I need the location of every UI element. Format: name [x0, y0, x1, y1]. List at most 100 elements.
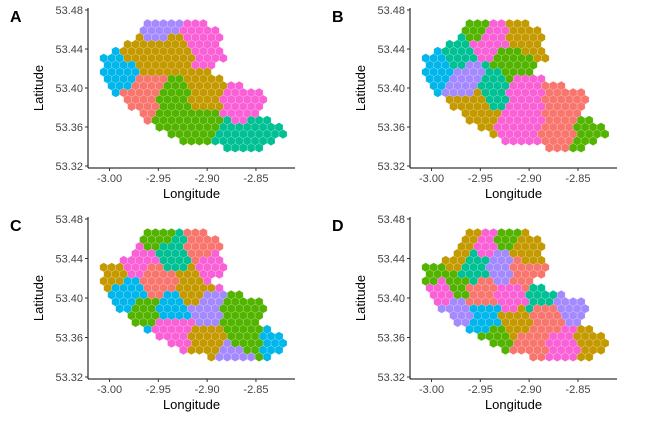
hex-cell — [223, 352, 232, 362]
hex-cell — [238, 143, 248, 153]
x-tick: -2.90 — [517, 379, 542, 396]
map-panel-a: A 53.32 53.36 53.40 53.44 53.48 -3.00 -2… — [10, 5, 295, 201]
x-tick: -2.90 — [195, 168, 220, 185]
x-tick: -2.95 — [468, 379, 493, 396]
x-tick-label: -2.95 — [468, 173, 493, 185]
hex-cell — [266, 136, 276, 146]
x-tick: -2.85 — [243, 379, 268, 396]
hexbin-region-cells — [421, 18, 610, 153]
hex-cell — [552, 352, 562, 362]
y-tick: 53.44 — [377, 44, 410, 56]
hex-cell — [143, 324, 152, 335]
x-axis-title: Longitude — [163, 186, 220, 201]
x-tick-label: -2.95 — [146, 384, 171, 396]
hex-cell — [537, 269, 546, 280]
hex-cell — [195, 136, 204, 146]
x-tick-label: -2.90 — [517, 384, 542, 396]
x-axis-title: Longitude — [485, 186, 542, 201]
hex-cell — [211, 136, 220, 146]
x-tick: -2.85 — [565, 379, 590, 396]
hex-cell — [501, 136, 510, 146]
panel-label: B — [332, 9, 344, 26]
x-tick: -3.00 — [419, 379, 444, 396]
hex-cell — [230, 143, 240, 153]
y-tick-label: 53.44 — [55, 44, 83, 56]
hex-cell — [477, 122, 486, 133]
y-tick: 53.44 — [55, 44, 88, 56]
hex-cell — [449, 101, 458, 112]
hex-cell — [167, 338, 176, 349]
x-tick-label: -2.90 — [195, 173, 220, 185]
hex-cell — [143, 115, 152, 126]
y-ticks: 53.32 53.36 53.40 53.44 53.48 — [55, 214, 88, 384]
y-tick-label: 53.40 — [377, 83, 405, 95]
panel-label: A — [10, 9, 22, 26]
y-tick-label: 53.36 — [377, 333, 405, 345]
hex-cell — [509, 345, 518, 355]
hex-cell — [545, 143, 554, 153]
y-tick-label: 53.32 — [55, 161, 83, 173]
hex-cell — [584, 352, 594, 362]
y-tick-label: 53.36 — [377, 122, 405, 134]
y-tick: 53.36 — [55, 122, 88, 134]
hex-cell — [131, 317, 140, 328]
hex-cell — [155, 122, 164, 133]
y-ticks: 53.32 53.36 53.40 53.44 53.48 — [377, 5, 410, 173]
axes: 53.32 53.36 53.40 53.44 53.48 -3.00 -2.9… — [31, 214, 295, 412]
hex-cell — [195, 345, 204, 355]
hex-cell — [219, 53, 228, 64]
x-tick: -3.00 — [97, 379, 122, 396]
x-tick-label: -3.00 — [97, 384, 122, 396]
x-tick-label: -2.85 — [243, 384, 268, 396]
hex-cell — [509, 136, 518, 146]
hex-cell — [545, 352, 554, 362]
y-tick-label: 53.40 — [377, 293, 405, 305]
y-tick-label: 53.32 — [377, 372, 405, 384]
y-tick-label: 53.40 — [55, 293, 83, 305]
hex-cell — [274, 345, 284, 355]
y-tick: 53.36 — [377, 333, 410, 345]
hex-cell — [489, 338, 498, 349]
x-tick-label: -2.90 — [195, 384, 220, 396]
hex-cell — [453, 317, 462, 328]
y-tick: 53.36 — [55, 333, 88, 345]
y-tick: 53.48 — [377, 5, 410, 17]
y-tick-label: 53.32 — [377, 161, 405, 173]
hex-cell — [127, 101, 136, 112]
hex-cell — [223, 143, 232, 153]
hex-cell — [517, 345, 526, 355]
y-tick-label: 53.48 — [55, 214, 83, 226]
x-tick: -2.90 — [195, 379, 220, 396]
hex-cell — [568, 352, 578, 362]
x-tick-label: -3.00 — [419, 384, 444, 396]
y-tick: 53.40 — [377, 83, 410, 95]
hex-cell — [262, 352, 272, 362]
y-tick-label: 53.44 — [377, 44, 405, 56]
hex-cell — [254, 143, 264, 153]
y-tick: 53.32 — [377, 161, 410, 173]
hex-cell — [596, 345, 606, 355]
y-tick: 53.48 — [55, 5, 88, 17]
hex-cell — [203, 136, 212, 146]
x-tick: -2.85 — [243, 168, 268, 185]
hexbin-region-cells — [421, 227, 610, 362]
hex-cell — [501, 345, 510, 355]
y-tick: 53.40 — [55, 83, 88, 95]
y-tick: 53.48 — [377, 214, 410, 226]
x-tick: -3.00 — [419, 168, 444, 185]
axes: 53.32 53.36 53.40 53.44 53.48 -3.00 -2.9… — [353, 214, 617, 412]
hex-cell — [576, 352, 586, 362]
hex-cell — [215, 352, 224, 362]
hex-cell — [576, 143, 586, 153]
hex-cell — [465, 115, 474, 126]
hex-cell — [187, 136, 196, 146]
y-axis-title: Latitude — [353, 65, 368, 111]
x-tick-label: -3.00 — [97, 173, 122, 185]
hex-cell — [437, 303, 446, 314]
panel-label: C — [10, 218, 22, 235]
y-tick-label: 53.48 — [377, 5, 405, 17]
x-ticks: -3.00 -2.95 -2.90 -2.85 — [97, 168, 268, 185]
y-axis-title: Latitude — [31, 275, 46, 321]
y-tick-label: 53.36 — [55, 122, 83, 134]
hex-cell — [246, 352, 256, 362]
